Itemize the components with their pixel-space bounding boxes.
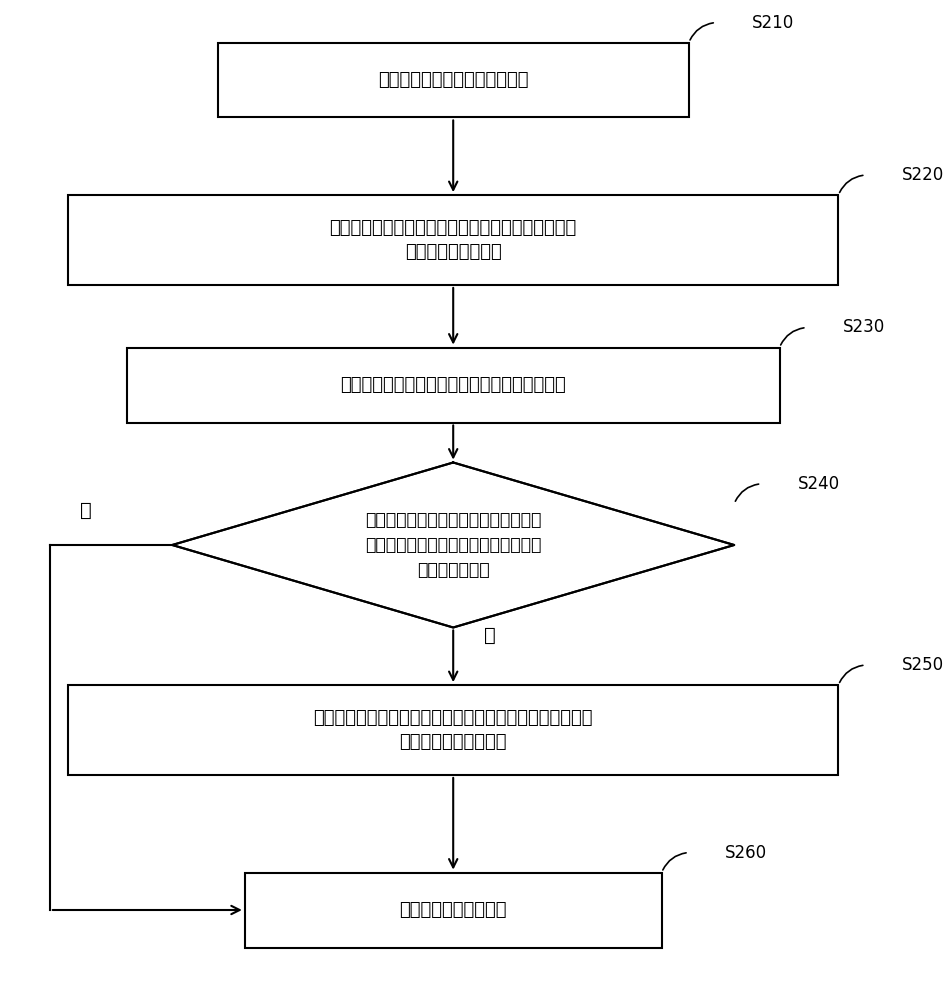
- Text: S220: S220: [901, 166, 943, 184]
- Text: S260: S260: [724, 844, 767, 861]
- Text: 通过所述处理模块依据所述生物特征数据，于所述显示模块
上显示一解密来电资料: 通过所述处理模块依据所述生物特征数据，于所述显示模块 上显示一解密来电资料: [313, 708, 592, 752]
- Text: S240: S240: [797, 475, 839, 493]
- Text: 通过一生物特征接收模块，取得一生物特征信息: 通过一生物特征接收模块，取得一生物特征信息: [340, 376, 565, 394]
- Text: 显示所述加密来电界面: 显示所述加密来电界面: [399, 901, 506, 919]
- Text: S250: S250: [901, 656, 943, 674]
- Text: 是: 是: [483, 626, 495, 645]
- Polygon shape: [172, 462, 733, 628]
- Text: S230: S230: [842, 318, 885, 336]
- Text: 通过一处理模块判断透过所述生物特征
接收模块，取得所述生物特征信息符合
一使用者设定值: 通过一处理模块判断透过所述生物特征 接收模块，取得所述生物特征信息符合 一使用者…: [364, 511, 541, 579]
- Text: 通过一显示模块依据一内存模块中储存一联系人数据
显示一加密来电界面: 通过一显示模块依据一内存模块中储存一联系人数据 显示一加密来电界面: [329, 219, 576, 261]
- FancyBboxPatch shape: [217, 42, 688, 117]
- Text: 否: 否: [80, 500, 92, 520]
- FancyBboxPatch shape: [244, 872, 661, 948]
- Text: 通过一通信模块取得一来电资料: 通过一通信模块取得一来电资料: [378, 71, 528, 89]
- Text: S210: S210: [751, 13, 794, 31]
- FancyBboxPatch shape: [126, 348, 779, 422]
- FancyBboxPatch shape: [68, 195, 837, 285]
- FancyBboxPatch shape: [68, 685, 837, 775]
